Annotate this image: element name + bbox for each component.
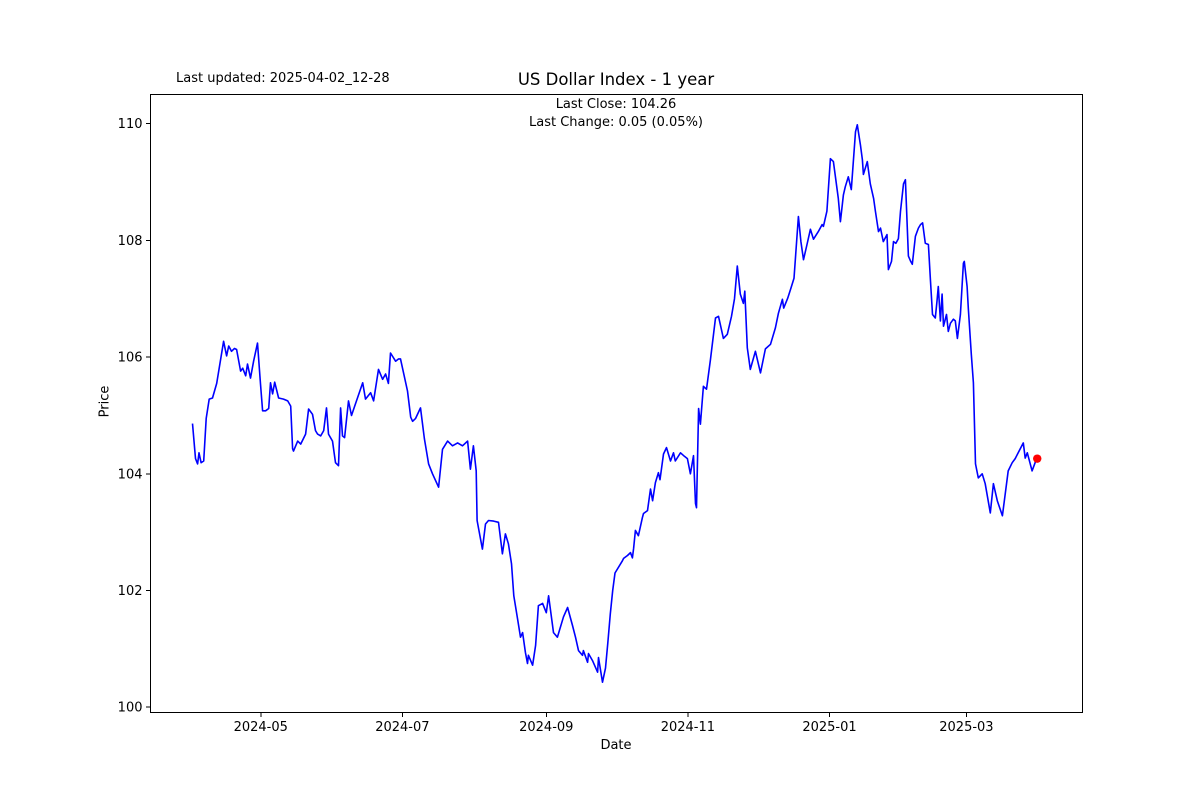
last-price-annotation: Last Close: 104.26 Last Change: 0.05 (0.…: [150, 96, 1082, 131]
axes: 2024-05 2024-07 2024-09 2024-11 2025-01 2025-…: [118, 94, 1083, 735]
x-tick-label: 2025-01: [802, 720, 856, 735]
last-price-marker: [1033, 454, 1042, 463]
price-series: [191, 124, 1042, 684]
price-line: [191, 124, 1038, 684]
y-tick-label: 106: [118, 351, 143, 366]
x-tick-label: 2024-05: [234, 720, 288, 735]
last-change-text: Last Change: 0.05 (0.05%): [528, 114, 703, 130]
x-tick-label: 2025-03: [939, 720, 993, 735]
chart-title: US Dollar Index - 1 year: [517, 70, 715, 89]
y-tick-label: 108: [118, 234, 143, 249]
x-axis-label: Date: [600, 738, 632, 753]
plot-border: [150, 94, 1083, 713]
x-tick-label: 2024-07: [375, 720, 429, 735]
last-close-text: Last Close: 104.26: [555, 97, 677, 112]
y-axis-label: Price: [97, 385, 113, 418]
y-tick-label: 110: [118, 117, 143, 132]
y-tick-label: 102: [118, 584, 143, 599]
y-tick-label: 104: [118, 467, 143, 482]
x-tick-label: 2024-11: [661, 720, 715, 735]
y-tick-label: 100: [118, 701, 143, 716]
last-updated-text: Last updated: 2025-04-02_12-28: [176, 71, 390, 86]
x-tick-label: 2024-09: [519, 720, 573, 735]
